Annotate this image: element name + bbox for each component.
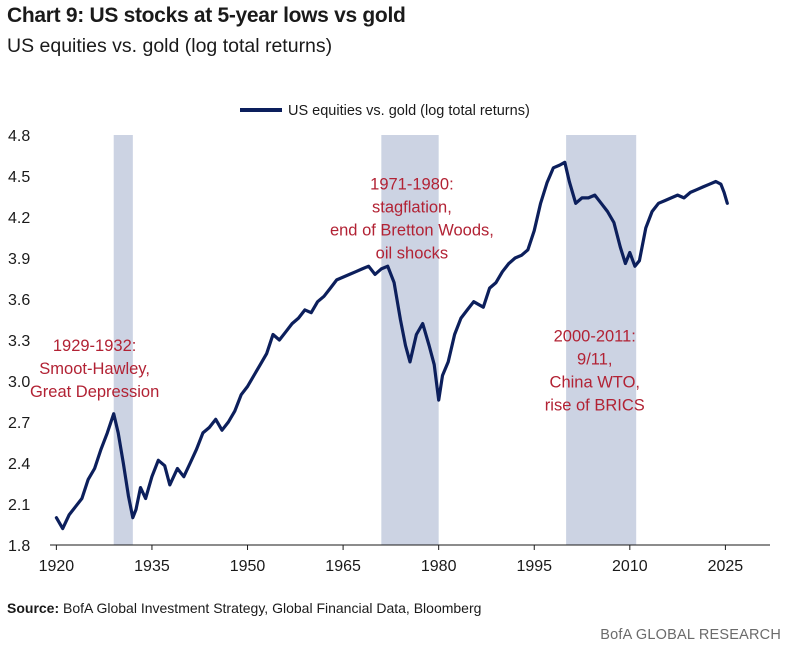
legend-label: US equities vs. gold (log total returns) — [288, 103, 530, 119]
annotation-line: end of Bretton Woods, — [330, 222, 494, 240]
annotations: 1929-1932: Smoot-Hawley, Great Depression1… — [30, 176, 645, 415]
line-chart: 1.8 2.1 2.4 2.7 3.0 3.3 3.6 3.9 4.2 4.5 4.8 1920 193… — [8, 103, 770, 575]
x-tick-label: 2025 — [708, 558, 744, 575]
y-tick-label: 2.7 — [8, 415, 30, 432]
shaded-period-2 — [381, 135, 439, 545]
source-label: Source: — [7, 600, 60, 616]
y-tick-label: 4.2 — [8, 210, 30, 227]
annotation-line: China WTO, — [550, 373, 640, 391]
y-tick-label: 3.6 — [8, 292, 30, 309]
x-tick-label: 1935 — [134, 558, 170, 575]
annotation-line: Smoot-Hawley, — [39, 360, 150, 378]
x-tick-label: 1920 — [39, 558, 75, 575]
x-tick-label: 1995 — [516, 558, 552, 575]
y-tick-label: 2.1 — [8, 497, 30, 514]
y-tick-label: 3.9 — [8, 251, 30, 268]
annotation-3: 2000-2011: 9/11, China WTO, rise of BRICS — [545, 327, 645, 414]
annotation-line: 1971-1980: — [370, 176, 454, 194]
y-tick-label: 3.0 — [8, 374, 30, 391]
x-tick-label: 1950 — [230, 558, 266, 575]
y-tick-label: 1.8 — [8, 538, 30, 555]
y-tick-label: 3.3 — [8, 333, 30, 350]
y-tick-label: 4.8 — [8, 128, 30, 145]
source-text: BofA Global Investment Strategy, Global … — [63, 600, 482, 616]
brand-label: BofA GLOBAL RESEARCH — [600, 627, 781, 643]
annotation-1: 1929-1932: Smoot-Hawley, Great Depression — [30, 337, 159, 401]
axes: 1.8 2.1 2.4 2.7 3.0 3.3 3.6 3.9 4.2 4.5 4.8 1920 193… — [8, 128, 770, 575]
series-line-1 — [54, 160, 729, 531]
annotation-2: 1971-1980: stagflation, end of Bretton Woo… — [330, 176, 494, 263]
x-tick-label: 1980 — [421, 558, 457, 575]
y-tick-label: 4.5 — [8, 169, 30, 186]
source-note: Source: BofA Global Investment Strategy,… — [7, 600, 481, 616]
annotation-line: stagflation, — [372, 199, 452, 217]
annotation-line: 1929-1932: — [53, 337, 137, 355]
annotation-line: rise of BRICS — [545, 396, 645, 414]
annotation-line: oil shocks — [376, 245, 448, 263]
chart-subtitle: US equities vs. gold (log total returns) — [7, 35, 333, 57]
y-tick-label: 2.4 — [8, 456, 30, 473]
chart-title: Chart 9: US stocks at 5-year lows vs gol… — [7, 4, 406, 27]
series — [54, 160, 729, 531]
x-tick-label: 2010 — [612, 558, 648, 575]
legend: US equities vs. gold (log total returns) — [240, 103, 530, 119]
annotation-line: Great Depression — [30, 383, 159, 401]
annotation-line: 9/11, — [577, 350, 612, 368]
x-tick-label: 1965 — [325, 558, 361, 575]
annotation-line: 2000-2011: — [554, 327, 636, 345]
